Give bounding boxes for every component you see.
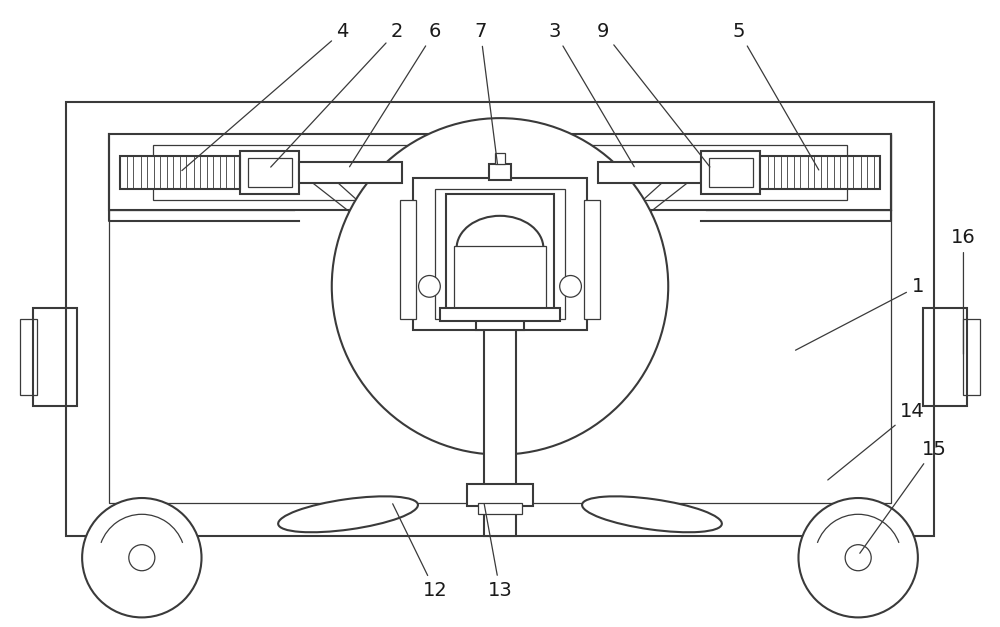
Bar <box>240 150 299 194</box>
Bar <box>598 162 701 183</box>
Bar <box>109 134 891 503</box>
Circle shape <box>845 545 871 571</box>
Ellipse shape <box>278 497 418 532</box>
Bar <box>853 156 861 189</box>
Bar <box>66 102 934 536</box>
Bar <box>435 189 565 319</box>
Bar <box>787 156 794 189</box>
Bar <box>867 156 874 189</box>
Bar <box>484 498 516 536</box>
Text: 15: 15 <box>860 440 947 553</box>
Bar <box>133 156 141 189</box>
Circle shape <box>129 545 155 571</box>
Bar <box>489 164 511 180</box>
Bar <box>709 158 753 186</box>
Text: 2: 2 <box>271 22 403 167</box>
Bar <box>963 319 980 395</box>
Bar <box>226 156 234 189</box>
Bar <box>840 156 847 189</box>
Bar <box>701 150 760 194</box>
Bar <box>760 156 768 189</box>
Bar <box>413 178 587 330</box>
Text: 1: 1 <box>796 277 924 350</box>
Bar <box>478 503 522 514</box>
Text: 6: 6 <box>350 22 441 167</box>
Text: 16: 16 <box>951 228 976 354</box>
Bar <box>200 156 207 189</box>
Bar <box>440 308 560 321</box>
Circle shape <box>332 118 668 455</box>
Circle shape <box>419 275 440 297</box>
Bar <box>248 158 292 186</box>
Circle shape <box>82 498 202 618</box>
Text: 14: 14 <box>828 402 925 480</box>
Bar <box>584 199 600 319</box>
Bar <box>120 156 127 189</box>
Text: 3: 3 <box>548 22 634 167</box>
Circle shape <box>798 498 918 618</box>
Bar <box>484 319 516 503</box>
Bar <box>476 317 524 330</box>
Bar <box>800 156 808 189</box>
Bar <box>299 162 402 183</box>
Circle shape <box>560 275 581 297</box>
Bar <box>814 156 821 189</box>
Text: 12: 12 <box>393 503 447 600</box>
Bar <box>454 246 546 314</box>
Bar <box>147 156 154 189</box>
Bar <box>760 156 880 189</box>
Bar <box>467 484 533 505</box>
Bar <box>153 145 847 199</box>
Text: 9: 9 <box>597 22 710 167</box>
Bar <box>186 156 194 189</box>
Bar <box>120 156 240 189</box>
Bar <box>20 319 37 395</box>
Bar <box>173 156 180 189</box>
Bar <box>109 134 891 211</box>
Bar <box>827 156 834 189</box>
Bar <box>33 308 77 406</box>
Text: 13: 13 <box>484 504 512 600</box>
Text: 5: 5 <box>733 22 819 170</box>
Bar <box>213 156 220 189</box>
Bar <box>495 153 505 164</box>
Text: 4: 4 <box>182 22 349 171</box>
Bar <box>160 156 167 189</box>
Text: 7: 7 <box>474 22 497 164</box>
Bar <box>446 194 554 314</box>
Ellipse shape <box>582 497 722 532</box>
Bar <box>923 308 967 406</box>
Bar <box>774 156 781 189</box>
Bar <box>400 199 416 319</box>
